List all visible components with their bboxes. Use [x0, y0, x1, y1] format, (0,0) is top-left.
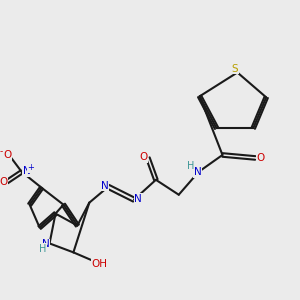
Text: O: O [0, 177, 8, 188]
Text: O: O [256, 153, 265, 163]
Text: O: O [139, 152, 147, 162]
Text: N: N [134, 194, 142, 203]
Text: N: N [22, 166, 30, 176]
Text: S: S [232, 64, 238, 74]
Text: -: - [0, 147, 2, 156]
Text: OH: OH [92, 259, 108, 269]
Text: H: H [187, 161, 194, 172]
Text: N: N [194, 167, 201, 178]
Text: +: + [27, 163, 34, 172]
Text: N: N [42, 239, 50, 249]
Text: N: N [101, 181, 109, 190]
Text: H: H [39, 244, 46, 254]
Text: O: O [3, 150, 11, 161]
